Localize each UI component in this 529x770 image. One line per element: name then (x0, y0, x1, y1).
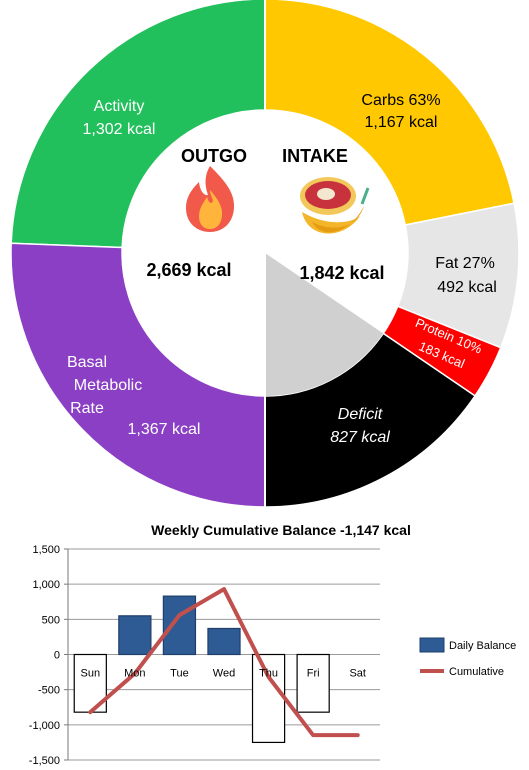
donut-slices (10, 0, 520, 508)
bmr-value: 1,367 kcal (128, 421, 201, 438)
activity-label: Activity (94, 98, 145, 115)
x-tick-label: Fri (307, 668, 320, 680)
y-tick-label: 0 (54, 650, 60, 662)
legend-cumulative-label: Cumulative (449, 666, 504, 678)
carbs-value: 1,167 kcal (365, 114, 438, 131)
energy-balance-donut: Activity 1,302 kcal Basal Metabolic Rate 1,36… (10, 0, 520, 508)
daily-balance-bars (73, 595, 330, 744)
food-icon (300, 177, 370, 234)
outgo-heading: OUTGO (181, 146, 247, 166)
bar-mon (118, 615, 152, 656)
x-tick-label: Sun (80, 668, 100, 680)
axes: 1,500 1,000 500 0 -500 -1,000 -1,500 Sun Mon Tue W… (29, 544, 366, 767)
bmr-label-line: Rate (70, 400, 104, 417)
y-tick-label: -1,500 (29, 755, 60, 767)
deficit-label: Deficit (338, 406, 383, 423)
fat-label: Fat 27% (435, 255, 495, 272)
x-tick-label: Sat (349, 668, 366, 680)
weekly-balance-chart: Weekly Cumulative Balance -1,147 kcal 1,… (29, 522, 516, 767)
intake-heading: INTAKE (282, 146, 348, 166)
y-tick-label: -1,000 (29, 720, 60, 732)
bmr-label-line: Metabolic (74, 377, 142, 394)
y-tick-label: 1,000 (32, 579, 60, 591)
y-tick-label: -500 (38, 685, 60, 697)
fat-value: 492 kcal (437, 279, 497, 296)
x-tick-label: Tue (170, 668, 189, 680)
flame-icon (186, 166, 235, 232)
donut-labels: Activity 1,302 kcal Basal Metabolic Rate 1,36… (67, 92, 497, 446)
carbs-label: Carbs 63% (361, 92, 440, 109)
bar-thu (251, 653, 286, 744)
legend-daily-balance-swatch (419, 637, 445, 653)
bar-fri (296, 653, 330, 713)
bar-tue (162, 595, 197, 656)
x-tick-label: Wed (213, 668, 235, 680)
intake-total: 1,842 kcal (299, 263, 384, 283)
legend-daily-balance-label: Daily Balance (449, 640, 516, 652)
y-tick-label: 500 (42, 614, 60, 626)
deficit-value: 827 kcal (330, 429, 390, 446)
outgo-total: 2,669 kcal (146, 260, 231, 280)
x-tick-label: Thu (259, 668, 278, 680)
cumulative-line (88, 587, 360, 738)
bmr-label-line: Basal (67, 354, 107, 371)
chart-title: Weekly Cumulative Balance -1,147 kcal (151, 522, 411, 538)
inner-deficit-wedge (265, 253, 384, 396)
legend: Daily Balance Cumulative (419, 637, 516, 678)
x-tick-label: Mon (124, 668, 145, 680)
activity-value: 1,302 kcal (83, 121, 156, 138)
y-tick-label: 1,500 (32, 544, 60, 556)
bar-wed (207, 627, 241, 656)
